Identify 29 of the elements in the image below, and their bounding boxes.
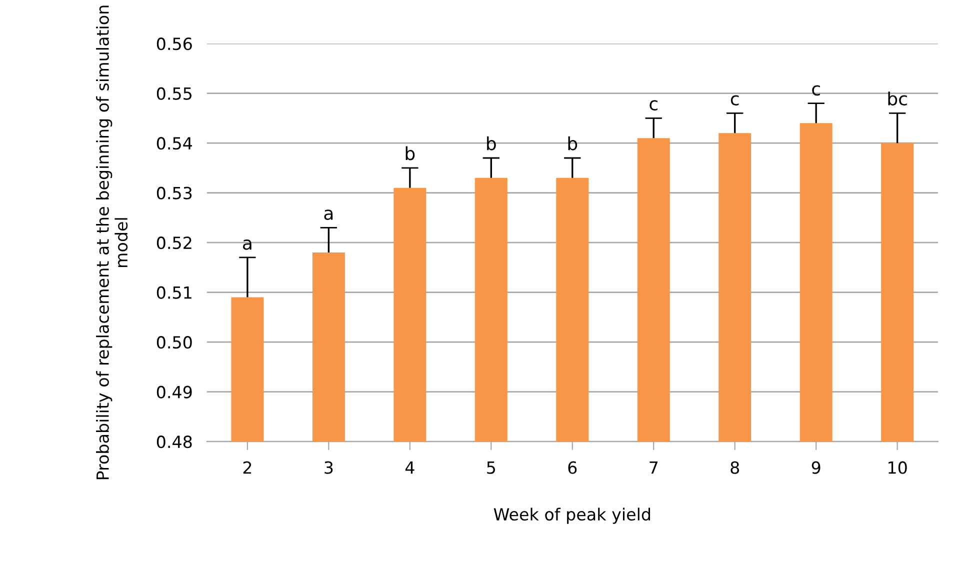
annotation: c xyxy=(650,100,658,111)
annotation: bc xyxy=(888,92,907,106)
x-tick-label: 9 xyxy=(812,461,820,474)
y-tick-label: 0.53 xyxy=(156,186,192,200)
annotation: a xyxy=(243,239,252,250)
x-tick-label: 10 xyxy=(888,461,907,474)
annotation: b xyxy=(487,136,496,150)
x-axis-title: Week of peak yield xyxy=(494,508,650,524)
annotation: b xyxy=(406,146,415,160)
x-tick-label: 6 xyxy=(568,461,577,474)
x-tick-label: 8 xyxy=(730,461,740,474)
x-tick-label: 2 xyxy=(243,461,252,474)
x-tick-label: 4 xyxy=(405,462,414,474)
annotation: a xyxy=(324,210,333,220)
x-tick-label: 7 xyxy=(650,462,658,474)
y-tick-label: 0.55 xyxy=(156,87,192,100)
annotation: c xyxy=(812,85,820,96)
y-tick-label: 0.51 xyxy=(156,286,192,299)
x-tick-label: 5 xyxy=(487,462,495,474)
y-tick-label: 0.52 xyxy=(156,236,192,250)
y-tick-label: 0.49 xyxy=(156,386,192,398)
y-tick-label: 0.48 xyxy=(156,436,192,448)
annotation: b xyxy=(568,136,578,150)
annotation: c xyxy=(730,95,739,106)
x-tick-label: 3 xyxy=(324,461,333,474)
y-tick-label: 0.56 xyxy=(156,38,192,50)
y-axis-title: Probability of replacement at the beginning of simulation model xyxy=(96,6,128,480)
y-tick-label: 0.50 xyxy=(156,336,192,349)
y-tick-label: 0.54 xyxy=(156,137,192,150)
